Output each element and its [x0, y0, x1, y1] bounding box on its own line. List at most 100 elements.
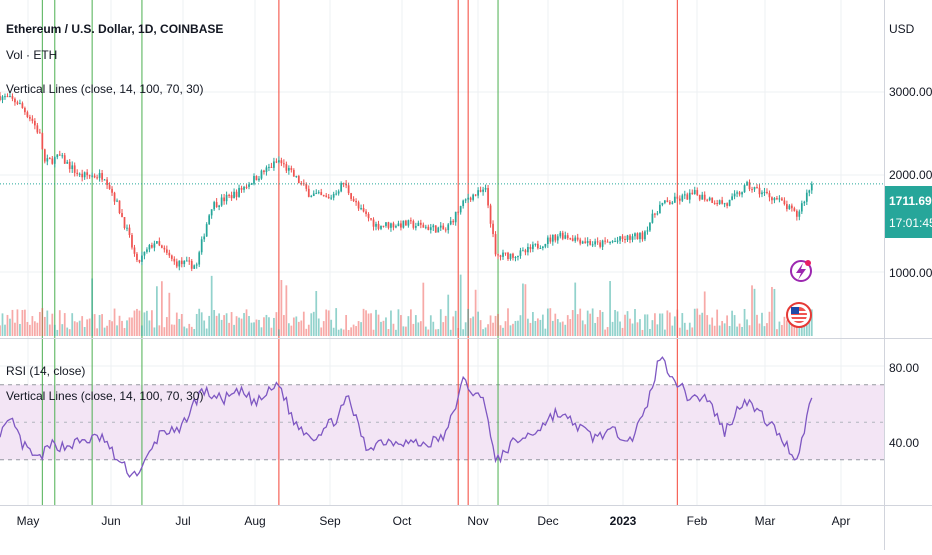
time-label-may: May: [17, 514, 40, 528]
volume-bar: [414, 315, 417, 336]
volume-bar: [243, 313, 245, 336]
volume-bar: [741, 326, 743, 336]
candle-body: [751, 189, 753, 191]
candle-body: [649, 222, 651, 231]
candle-body: [654, 213, 656, 215]
candle-body: [6, 96, 9, 98]
volume-bar: [432, 321, 435, 336]
volume-bar: [487, 324, 489, 336]
volume-bar: [228, 322, 230, 336]
candle-body: [569, 238, 572, 240]
candle-body: [412, 221, 415, 228]
volume-bar: [126, 320, 128, 336]
volume-bar: [644, 314, 646, 336]
volume-bar: [442, 322, 445, 336]
volume-bar: [422, 282, 425, 336]
volume-bar: [509, 325, 512, 336]
candle-body: [327, 196, 330, 199]
indicator-label[interactable]: Vertical Lines (close, 14, 100, 70, 30): [6, 82, 203, 96]
volume-bar: [656, 324, 659, 336]
volume-bar: [696, 308, 699, 336]
volume-bar: [507, 308, 509, 336]
candle-body: [215, 202, 218, 208]
volume-bar: [524, 284, 527, 336]
candle-body: [589, 241, 592, 245]
candle-body: [454, 211, 457, 223]
candle-body: [783, 200, 786, 205]
candle-body: [571, 238, 574, 241]
price-tick-3000: 3000.00: [889, 85, 932, 99]
volume-bar: [360, 322, 362, 336]
volume-bar: [302, 311, 305, 336]
volume-bar: [429, 315, 432, 336]
volume-bar: [61, 324, 64, 336]
candle-body: [208, 215, 211, 225]
symbol-title[interactable]: Ethereum / U.S. Dollar, 1D, COINBASE: [6, 22, 223, 36]
volume-bar: [561, 321, 564, 336]
volume-bar: [646, 314, 649, 336]
volume-bar: [534, 321, 537, 336]
volume-bar: [300, 320, 303, 336]
candle-body: [297, 176, 300, 184]
volume-bar: [444, 315, 447, 336]
candle-body: [123, 217, 126, 228]
rsi-tick-40: 40.00: [889, 436, 919, 450]
volume-bar: [596, 316, 599, 336]
volume-bar: [776, 329, 778, 336]
volume-bar: [185, 328, 188, 336]
candle-body: [634, 233, 636, 237]
lightning-icon[interactable]: [790, 260, 812, 282]
volume-bar: [170, 324, 173, 336]
volume-bar: [589, 313, 592, 336]
volume-bar: [357, 321, 360, 336]
candle-body: [0, 95, 1, 101]
volume-bar: [454, 310, 457, 336]
candle-body: [604, 240, 606, 242]
volume-bar: [663, 329, 666, 336]
candle-body: [290, 167, 293, 170]
volume-bar: [397, 309, 400, 336]
volume-bar: [310, 313, 313, 336]
volume-bar: [195, 313, 198, 336]
candle-body: [68, 161, 71, 170]
candle-body: [808, 190, 811, 193]
us-flag-icon[interactable]: [786, 302, 812, 328]
candle-body: [624, 238, 626, 240]
volume-bar: [788, 318, 791, 336]
candle-body: [320, 192, 323, 196]
candle-body: [48, 158, 51, 160]
volume-bar: [238, 317, 240, 336]
candle-body: [126, 227, 128, 229]
volume-bar: [188, 323, 191, 336]
candle-body: [810, 183, 813, 191]
rsi-title[interactable]: RSI (14, close): [6, 364, 85, 378]
volume-bar: [621, 327, 624, 336]
candle-body: [292, 169, 295, 177]
volume-bar: [385, 317, 387, 336]
time-axis[interactable]: May Jun Jul Aug Sep Oct Nov Dec 2023 Feb…: [17, 514, 851, 528]
volume-bar: [579, 308, 582, 336]
volume-bar: [452, 316, 455, 336]
volume-bar: [606, 327, 609, 336]
candle-body: [429, 227, 432, 230]
candle-body: [728, 199, 731, 206]
candle-body: [317, 192, 320, 194]
candle-body: [686, 194, 689, 200]
candle-body: [148, 245, 151, 250]
volume-bar: [400, 315, 402, 336]
volume-label[interactable]: Vol · ETH: [6, 48, 57, 62]
volume-bar: [380, 321, 382, 336]
volume-bar: [81, 316, 84, 336]
candle-body: [198, 252, 201, 265]
rsi-indicator-label[interactable]: Vertical Lines (close, 14, 100, 70, 30): [6, 389, 203, 403]
candle-body: [250, 183, 253, 185]
candle-body: [121, 213, 123, 218]
candle-body: [33, 120, 36, 126]
candle-body: [761, 192, 763, 195]
candle-body: [524, 250, 527, 253]
candle-body: [522, 250, 524, 252]
volume-bar: [263, 317, 265, 336]
volume-bar: [654, 313, 656, 336]
